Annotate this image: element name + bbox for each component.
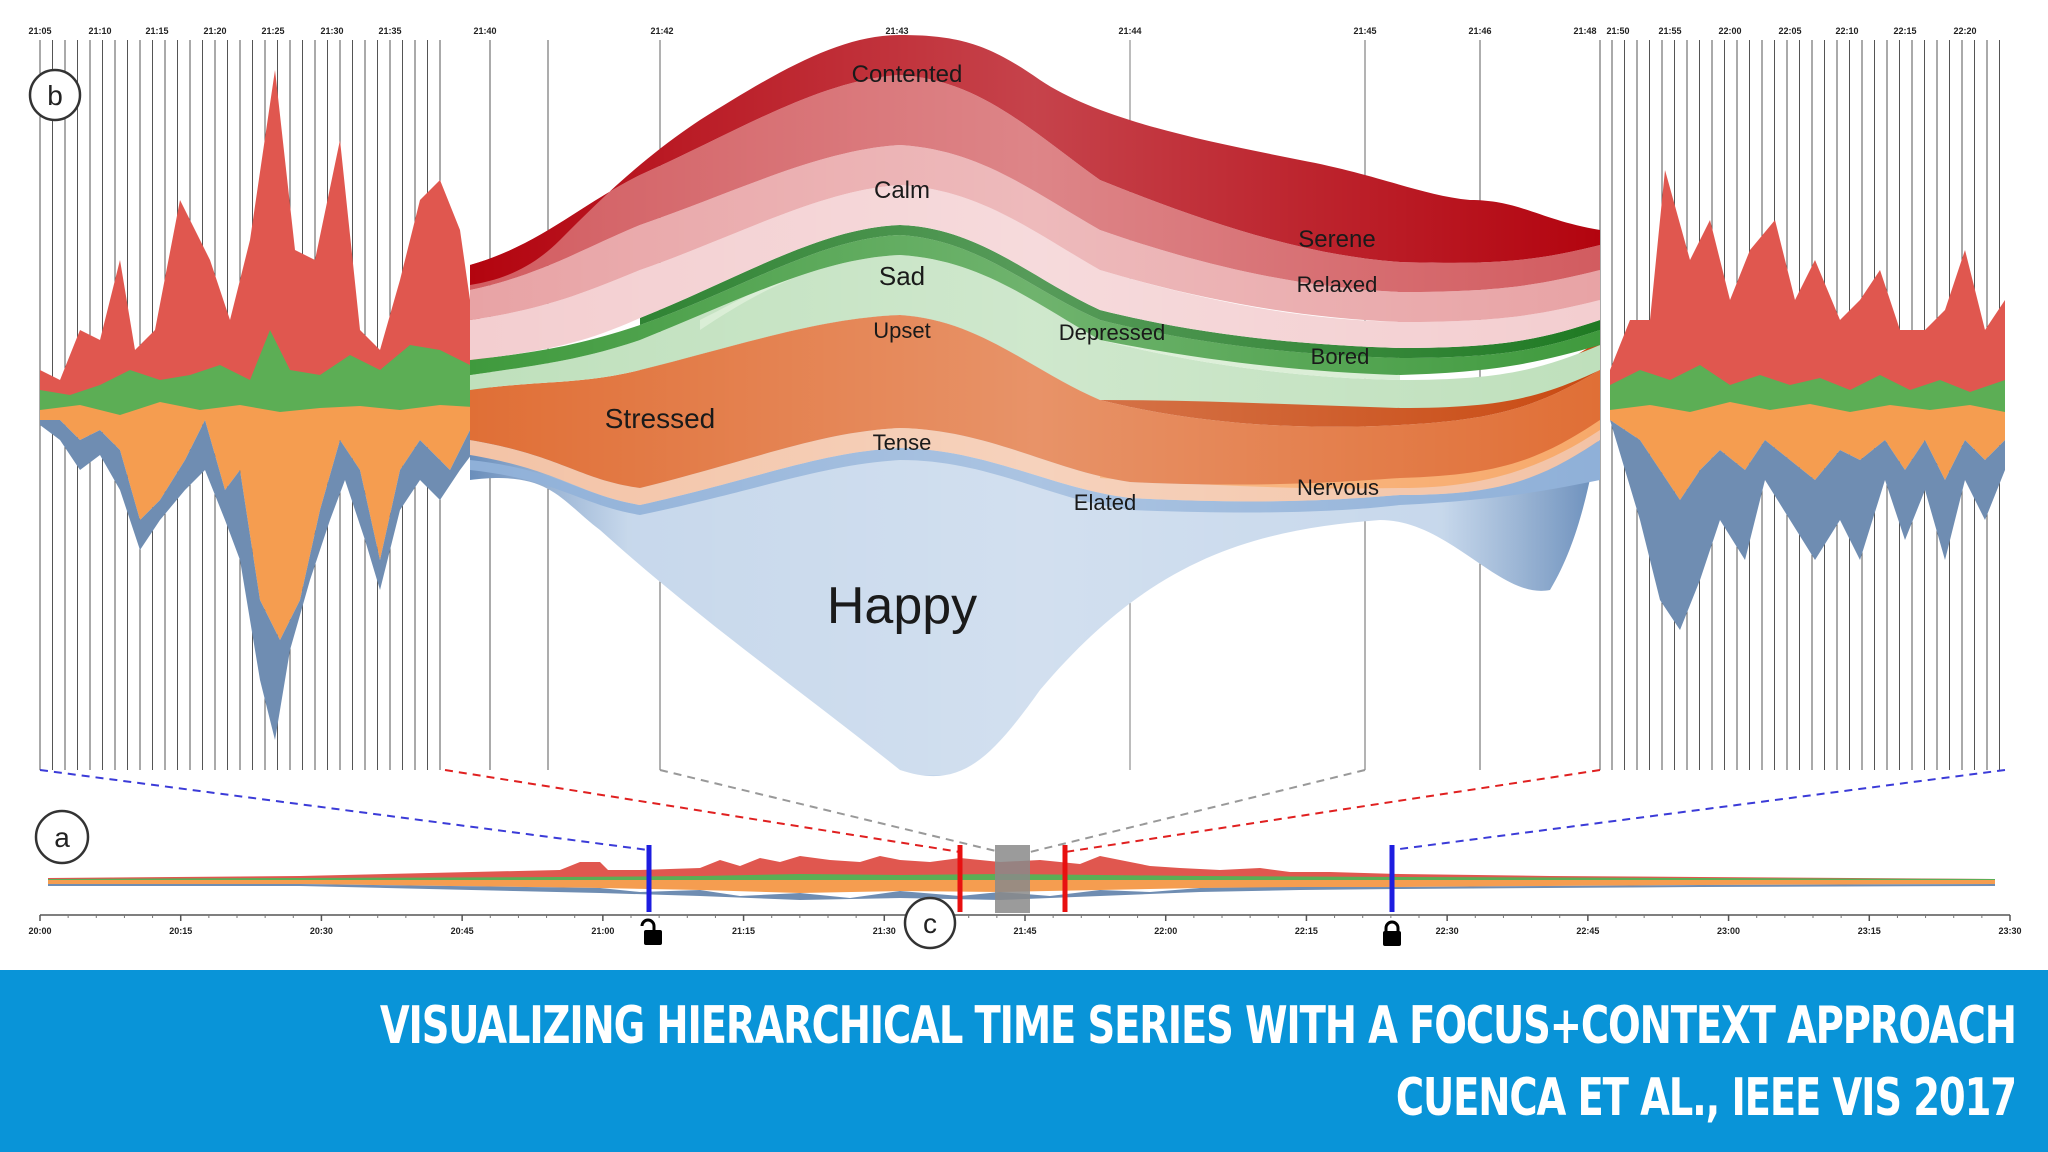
banner-citation: CUENCA ET AL., IEEE VIS 2017	[1395, 1068, 2017, 1128]
focus-tick-label: 21:05	[28, 26, 51, 36]
focus-tick-label: 21:43	[885, 26, 908, 36]
connector-red-right	[1064, 769, 1601, 853]
connector-blue-left	[39, 769, 649, 851]
context-tick-label: 21:15	[732, 926, 755, 936]
focus-tick-label: 21:42	[650, 26, 673, 36]
context-tick-label: 23:00	[1717, 926, 1740, 936]
label-tense: Tense	[873, 430, 932, 455]
marker-a-circle	[34, 809, 90, 865]
focus-tick-label: 21:40	[473, 26, 496, 36]
label-happy: Happy	[827, 577, 977, 635]
context-tick-label: 22:15	[1295, 926, 1318, 936]
marker-b-circle	[28, 68, 82, 122]
right-red-band	[1610, 170, 2005, 420]
lock-icon-body	[1383, 931, 1401, 946]
connector-gray-left	[659, 769, 1001, 853]
unlock-icon-shackle	[640, 918, 656, 930]
marker-a: a	[34, 809, 90, 865]
focus-tick-label: 21:45	[1353, 26, 1376, 36]
marker-b: b	[28, 68, 82, 122]
label-nervous: Nervous	[1297, 475, 1379, 500]
label-serene: Serene	[1298, 226, 1375, 253]
connector-red-left	[444, 769, 961, 853]
caption-banner	[0, 970, 2048, 1152]
right-green-band	[1610, 365, 2005, 420]
left-green-band	[40, 330, 490, 420]
context-tick-label: 20:15	[169, 926, 192, 936]
label-stressed: Stressed	[605, 403, 716, 434]
left-context-stream	[40, 70, 490, 740]
context-tick-label: 20:45	[451, 926, 474, 936]
context-tick-label: 22:00	[1154, 926, 1177, 936]
banner-title: VISUALIZING HIERARCHICAL TIME SERIES WIT…	[379, 996, 2017, 1056]
context-blue-stream	[48, 884, 1995, 900]
focus-tick-label: 21:44	[1118, 26, 1141, 36]
context-tick-label: 21:00	[591, 926, 614, 936]
focus-tick-label: 21:20	[203, 26, 226, 36]
focus-tick-label: 22:15	[1893, 26, 1916, 36]
right-orange-band	[1610, 402, 2005, 500]
streamgraph-chart: 21:05 21:10 21:15 21:20 21:25 21:30 21:35 21:40…	[28, 26, 2022, 950]
unlock-icon[interactable]	[640, 918, 662, 945]
focus-context-connectors	[39, 769, 2006, 853]
marker-c-circle	[903, 896, 957, 950]
focus-tick-label: 21:10	[88, 26, 111, 36]
label-sad: Sad	[879, 261, 925, 291]
label-calm: Calm	[874, 177, 930, 204]
connector-blue-right	[1391, 769, 2006, 851]
focus-time-ticks: 21:05 21:10 21:15 21:20 21:25 21:30 21:35 21:40…	[28, 26, 1976, 36]
connector-gray-right	[1029, 769, 1366, 853]
marker-a-text: a	[54, 822, 70, 853]
context-tick-label: 20:00	[28, 926, 51, 936]
context-tick-label: 23:30	[1998, 926, 2021, 936]
focus-tick-label: 22:00	[1718, 26, 1741, 36]
focus-tick-label: 22:20	[1953, 26, 1976, 36]
context-view	[40, 845, 2010, 916]
label-upset: Upset	[873, 318, 930, 343]
focus-tick-label: 21:50	[1606, 26, 1629, 36]
lock-icon[interactable]	[1383, 920, 1401, 946]
context-tick-label: 21:30	[873, 926, 896, 936]
focus-tick-label: 21:25	[261, 26, 284, 36]
context-tick-label: 20:30	[310, 926, 333, 936]
context-tick-label: 21:45	[1013, 926, 1036, 936]
context-tick-label: 22:45	[1576, 926, 1599, 936]
lock-icon-shackle	[1384, 920, 1400, 932]
focus-soft-overlay	[470, 35, 1600, 775]
emotion-labels: Contented Calm Sad Upset Stressed Tense …	[605, 61, 1379, 635]
unlock-icon-body	[644, 930, 662, 945]
focus-stream	[470, 35, 1600, 777]
label-depressed: Depressed	[1059, 320, 1165, 345]
focus-tick-label: 21:55	[1658, 26, 1681, 36]
left-blue-band	[40, 420, 490, 740]
focus-tick-label: 21:35	[378, 26, 401, 36]
marker-c: c	[903, 896, 957, 950]
focus-tick-label: 22:05	[1778, 26, 1801, 36]
right-blue-band	[1610, 420, 2005, 630]
label-contented: Contented	[852, 61, 963, 88]
label-elated: Elated	[1074, 490, 1136, 515]
label-relaxed: Relaxed	[1297, 272, 1378, 297]
label-bored: Bored	[1311, 344, 1370, 369]
context-tick-label: 23:15	[1858, 926, 1881, 936]
focus-tick-label: 21:15	[145, 26, 168, 36]
lens-fisheye-region	[995, 845, 1030, 913]
left-red-band	[40, 70, 490, 420]
marker-b-text: b	[47, 80, 63, 111]
focus-tick-label: 21:48	[1573, 26, 1596, 36]
context-tick-label: 22:30	[1436, 926, 1459, 936]
marker-c-text: c	[923, 908, 937, 939]
focus-tick-label: 22:10	[1835, 26, 1858, 36]
context-time-ticks: 20:00 20:15 20:30 20:45 21:00 21:15 21:30 21:45…	[28, 915, 2022, 936]
focus-tick-label: 21:30	[320, 26, 343, 36]
left-orange-band	[40, 402, 490, 640]
right-context-stream	[1610, 170, 2005, 630]
focus-tick-label: 21:46	[1468, 26, 1491, 36]
